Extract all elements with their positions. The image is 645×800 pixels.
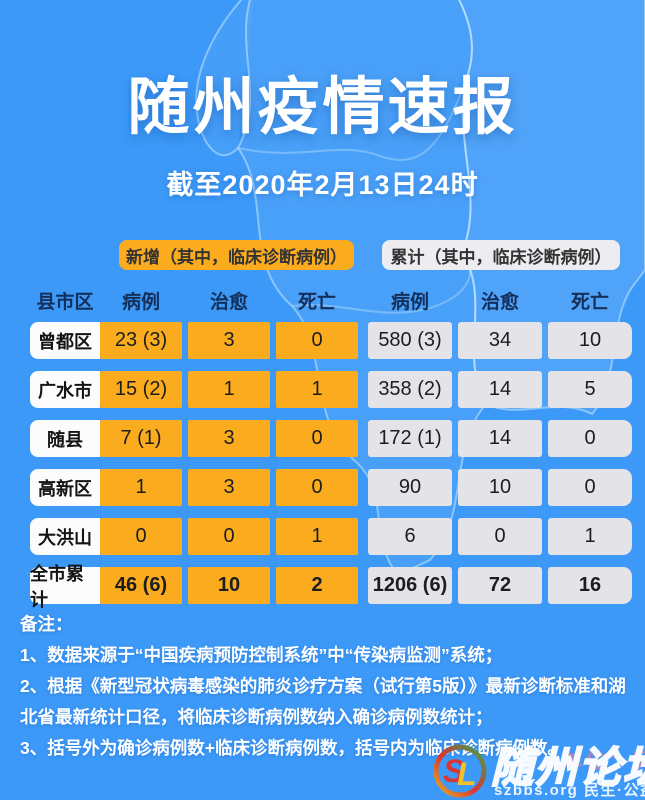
cum-cured-cell: 34 (458, 322, 542, 359)
new-cured-cell: 1 (188, 371, 270, 408)
table-row-zengdu: 曾都区 23 (3) 3 0 580 (3) 34 10 (30, 322, 632, 359)
cum-deaths-cell: 16 (548, 567, 632, 604)
cum-deaths-cell: 0 (548, 469, 632, 506)
cum-deaths-cell: 10 (548, 322, 632, 359)
footnote-item-1: 1、数据来源于“中国疾病预防控制系统”中“传染病监测”系统； (20, 645, 503, 665)
region-label: 大洪山 (30, 518, 100, 555)
cum-cured-cell: 10 (458, 469, 542, 506)
new-cured-cell: 3 (188, 322, 270, 359)
column-header-new-cured: 治愈 (209, 292, 248, 313)
cum-cured-cell: 0 (458, 518, 542, 555)
cumulative-cases-legend-badge: 累计（其中，临床诊断病例） (382, 240, 620, 270)
region-label: 广水市 (30, 371, 100, 408)
region-label: 随县 (30, 420, 100, 457)
forum-tagline: szbbs.org 民生·公益 (494, 782, 645, 799)
region-label: 高新区 (30, 469, 100, 506)
column-header-new-deaths: 死亡 (297, 292, 336, 313)
cum-cured-cell: 72 (458, 567, 542, 604)
column-header-cum-cases: 病例 (390, 292, 429, 313)
footnotes: 备注： 1、数据来源于“中国疾病预防控制系统”中“传染病监测”系统； 2、根据《… (20, 609, 634, 764)
svg-text:S: S (443, 753, 465, 789)
new-cases-cell: 7 (1) (100, 420, 182, 457)
new-deaths-cell: 1 (276, 518, 358, 555)
cum-cases-cell: 358 (2) (368, 371, 452, 408)
svg-text:L: L (457, 756, 477, 792)
unit-note: 单位：例 (562, 750, 645, 773)
footnote-item-3: 3、括号外为确诊病例数+临床诊断病例数，括号内为临床诊断病例数。 (20, 738, 565, 758)
new-cured-cell: 3 (188, 420, 270, 457)
new-deaths-cell: 0 (276, 420, 358, 457)
new-cases-cell: 46 (6) (100, 567, 182, 604)
as-of-date: 截至2020年2月13日24时 (166, 170, 479, 200)
table-row-guangshui: 广水市 15 (2) 1 1 358 (2) 14 5 (30, 371, 632, 408)
region-label: 全市累计 (30, 564, 100, 610)
epidemic-data-table: 曾都区 23 (3) 3 0 580 (3) 34 10 广水市 15 (2) … (30, 322, 632, 616)
column-header-region: 县市区 (36, 292, 94, 313)
new-cases-cell: 15 (2) (100, 371, 182, 408)
region-label: 曾都区 (30, 322, 100, 359)
new-cases-cell: 1 (100, 469, 182, 506)
new-cured-cell: 3 (188, 469, 270, 506)
cum-cases-cell: 172 (1) (368, 420, 452, 457)
new-deaths-cell: 1 (276, 371, 358, 408)
footnote-item-2: 2、根据《新型冠状病毒感染的肺炎诊疗方案（试行第5版）》最新诊断标准和湖北省最新… (20, 676, 626, 727)
column-header-cum-cured: 治愈 (480, 292, 519, 313)
footnote-label: 备注： (20, 614, 73, 634)
forum-name: 随州论坛 (490, 743, 645, 792)
table-row-suixian: 随县 7 (1) 3 0 172 (1) 14 0 (30, 420, 632, 457)
new-cases-cell: 23 (3) (100, 322, 182, 359)
cum-deaths-cell: 0 (548, 420, 632, 457)
table-row-city-total: 全市累计 46 (6) 10 2 1206 (6) 72 16 (30, 564, 632, 610)
new-deaths-cell: 2 (276, 567, 358, 604)
cum-cases-cell: 1206 (6) (368, 567, 452, 604)
new-cases-legend-badge: 新增（其中，临床诊断病例） (119, 240, 354, 270)
table-column-headers: 县市区 病例 治愈 死亡 病例 治愈 死亡 (30, 287, 632, 314)
cum-cases-cell: 90 (368, 469, 452, 506)
new-cured-cell: 10 (188, 567, 270, 604)
cum-cured-cell: 14 (458, 420, 542, 457)
cum-cases-cell: 6 (368, 518, 452, 555)
new-cases-cell: 0 (100, 518, 182, 555)
page-title: 随州疫情速报 (127, 73, 518, 142)
cum-cured-cell: 14 (458, 371, 542, 408)
cum-deaths-cell: 1 (548, 518, 632, 555)
new-deaths-cell: 0 (276, 469, 358, 506)
cum-deaths-cell: 5 (548, 371, 632, 408)
new-cured-cell: 0 (188, 518, 270, 555)
table-row-dahongshan: 大洪山 0 0 1 6 0 1 (30, 518, 632, 555)
table-row-gaoxin: 高新区 1 3 0 90 10 0 (30, 469, 632, 506)
forum-logo-icon: S L (433, 744, 487, 798)
column-header-cum-deaths: 死亡 (570, 292, 609, 313)
cum-cases-cell: 580 (3) (368, 322, 452, 359)
new-deaths-cell: 0 (276, 322, 358, 359)
column-header-new-cases: 病例 (121, 292, 160, 313)
